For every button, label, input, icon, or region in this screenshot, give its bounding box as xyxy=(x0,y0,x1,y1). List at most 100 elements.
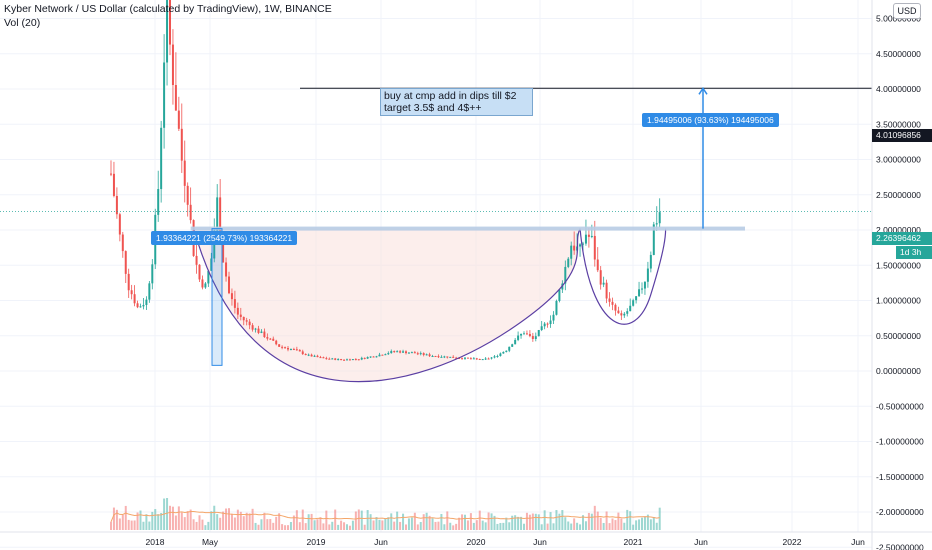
candle-body xyxy=(587,234,590,237)
candle-body xyxy=(528,333,531,337)
candle-body xyxy=(428,354,431,357)
volume-bar xyxy=(192,519,195,530)
candle-body xyxy=(378,354,381,357)
candle-body xyxy=(121,234,124,252)
candle-body xyxy=(517,335,520,340)
volume-bar xyxy=(464,514,466,530)
volume-bar xyxy=(186,511,189,530)
currency-badge[interactable]: USD xyxy=(893,3,921,19)
candle-body xyxy=(584,234,587,244)
volume-bar xyxy=(118,518,121,530)
volume-bar xyxy=(121,514,124,530)
volume-bar xyxy=(514,515,517,530)
volume-bar xyxy=(579,524,582,530)
volume-bar xyxy=(546,523,549,530)
candle-body xyxy=(472,358,475,360)
volume-bar xyxy=(236,509,239,530)
candle-body xyxy=(443,356,446,358)
candle-body xyxy=(422,353,425,355)
volume-bar xyxy=(263,512,266,530)
candle-body xyxy=(110,173,112,175)
volume-bar xyxy=(328,524,331,530)
y-tick-label: -2.00000000 xyxy=(876,507,924,517)
candle-body xyxy=(171,44,174,86)
candle-body xyxy=(393,351,396,353)
measure-left-label: 1.93364221 (2549.73%) 193364221 xyxy=(151,231,298,245)
candle-body xyxy=(564,266,567,284)
candle-body xyxy=(124,251,127,274)
candle-body xyxy=(469,358,472,360)
candle-body xyxy=(617,310,620,314)
candle-body xyxy=(228,276,230,294)
volume-bar xyxy=(124,505,127,530)
volume-bar xyxy=(139,510,142,530)
candle-body xyxy=(136,303,139,308)
candle-body xyxy=(611,301,614,305)
volume-bar xyxy=(340,520,343,530)
volume-bar xyxy=(372,520,375,530)
candle-body xyxy=(337,359,340,361)
volume-bar xyxy=(319,517,322,530)
y-tick-label: -2.50000000 xyxy=(876,542,924,550)
volume-bar xyxy=(174,515,177,530)
candle-body xyxy=(410,352,413,354)
candle-body xyxy=(655,223,658,225)
volume-bar xyxy=(160,512,163,530)
candle-body xyxy=(419,353,422,355)
measure-left-box xyxy=(211,228,223,366)
candles xyxy=(110,0,661,361)
cup-curve xyxy=(193,228,581,383)
candle-body xyxy=(251,325,254,330)
y-tick-label: 2.50000000 xyxy=(876,190,921,200)
volume-bar xyxy=(133,520,136,530)
volume-bar xyxy=(357,509,360,530)
candle-body xyxy=(189,204,192,221)
volume-bar xyxy=(169,505,171,530)
candle-body xyxy=(180,128,183,161)
candle-body xyxy=(641,288,643,290)
volume-bar xyxy=(649,519,652,530)
volume-bar xyxy=(251,508,254,530)
candle-body xyxy=(236,307,239,315)
candle-body xyxy=(511,344,514,347)
volume-bar xyxy=(641,517,643,530)
x-tick-label: Jun xyxy=(694,537,708,547)
volume-bar xyxy=(549,512,552,530)
candle-body xyxy=(593,235,596,260)
volume-bar xyxy=(466,520,469,530)
candle-body xyxy=(405,351,407,354)
y-tick-label: -0.50000000 xyxy=(876,401,924,411)
volume-bar xyxy=(484,522,487,530)
candle-body xyxy=(505,350,508,352)
volume-bar xyxy=(646,514,649,530)
volume-bar xyxy=(393,521,396,530)
volume-bar xyxy=(638,519,641,530)
candle-body xyxy=(348,359,351,361)
volume-bar xyxy=(322,523,325,530)
candle-body xyxy=(148,283,151,300)
volume-bar xyxy=(608,523,611,530)
volume-bars xyxy=(110,498,661,530)
candle-body xyxy=(198,264,201,280)
volume-bar xyxy=(381,520,384,530)
volume-bar xyxy=(537,514,540,530)
candle-body xyxy=(452,356,455,358)
candle-body xyxy=(523,333,525,335)
volume-bar xyxy=(493,515,496,530)
volume-bar xyxy=(316,519,319,530)
candle-body xyxy=(263,331,266,338)
volume-bar xyxy=(222,511,225,530)
candle-body xyxy=(552,314,555,321)
candle-body xyxy=(115,195,118,215)
candle-body xyxy=(245,320,248,322)
candle-body xyxy=(626,311,629,314)
volume-bar xyxy=(337,524,340,530)
candle-body xyxy=(484,358,487,360)
volume-bar xyxy=(614,520,617,530)
volume-bar xyxy=(171,506,174,530)
volume-bar xyxy=(396,511,399,530)
candle-body xyxy=(130,290,133,295)
candle-body xyxy=(319,357,322,359)
volume-bar xyxy=(225,508,228,530)
